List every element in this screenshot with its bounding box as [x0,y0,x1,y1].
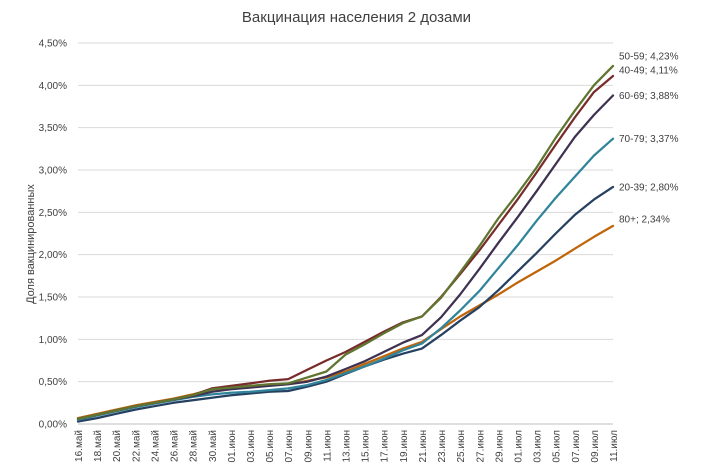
x-tick-label: 13.июн [342,430,353,463]
x-tick-label: 11.июн [322,430,333,462]
x-tick-label: 22.май [131,430,142,462]
y-tick-label: 1,50% [39,293,67,304]
data-label-70-79: 70-79; 3,37% [619,134,679,145]
series-line-20-39 [76,185,615,423]
series-end-labels: 50-59; 4,23% 40-49; 4,11% 60-69; 3,88% 70-7… [619,51,679,225]
x-tick-label: 19.июн [399,430,410,463]
y-tick-label: 4,50% [39,39,67,50]
x-tick-label: 27.июн [475,430,486,463]
y-axis-label: Доля вакцинированных [25,184,37,304]
x-tick-label: 07.июн [284,430,295,463]
x-tick-label: 03.июн [246,430,257,463]
x-tick-label: 11.июл [609,430,620,462]
y-tick-label: 2,50% [39,208,67,219]
x-tick-label: 07.июл [571,430,582,463]
x-tick-label: 18.май [93,430,104,462]
x-tick-label: 17.июн [380,430,391,463]
x-tick-label: 05.июл [552,430,563,463]
x-tick-label: 01.июн [227,430,238,463]
x-axis-ticks: 16.май 18.май 20.май 22.май 24.май 26.май 28.м… [74,430,620,463]
y-tick-label: 2,00% [39,250,67,261]
data-label-60-69: 60-69; 3,88% [619,91,679,102]
data-label-20-39: 20-39; 2,80% [619,182,679,193]
x-tick-label: 26.май [170,430,181,462]
x-tick-label: 16.май [74,430,85,462]
y-tick-label: 3,00% [39,166,67,177]
x-tick-label: 28.май [189,430,200,462]
x-tick-label: 05.июн [265,430,276,463]
data-label-40-49: 40-49; 4,11% [619,66,678,77]
y-axis-ticks: 0,00% 0,50% 1,00% 1,50% 2,00% 2,50% 3,00% 3,50%… [39,39,67,431]
y-tick-label: 1,00% [39,335,67,346]
x-tick-label: 23.июн [437,430,448,463]
x-tick-label: 20.май [112,430,123,462]
data-label-50-59: 50-59; 4,23% [619,51,679,62]
x-tick-label: 09.июл [590,430,601,463]
x-tick-label: 03.июл [533,430,544,463]
x-tick-label: 29.июн [494,430,505,463]
x-tick-label: 25.июн [456,430,467,463]
y-tick-label: 4,00% [39,81,67,92]
series-lines [76,64,615,423]
series-line-50-59 [76,64,615,421]
data-label-80+: 80+; 2,34% [619,214,670,225]
y-tick-label: 0,50% [39,377,67,388]
chart-title: Вакцинация населения 2 дозами [241,9,472,26]
y-tick-label: 3,50% [39,123,67,134]
x-tick-label: 24.май [150,430,161,462]
x-tick-label: 21.июн [418,430,429,463]
series-line-70-79 [76,137,615,421]
x-tick-label: 30.май [208,430,219,462]
x-tick-label: 01.июл [513,430,524,463]
x-tick-label: 15.июн [361,430,372,463]
gridlines [78,42,613,425]
x-tick-label: 09.июн [303,430,314,463]
y-tick-label: 0,00% [39,420,67,431]
